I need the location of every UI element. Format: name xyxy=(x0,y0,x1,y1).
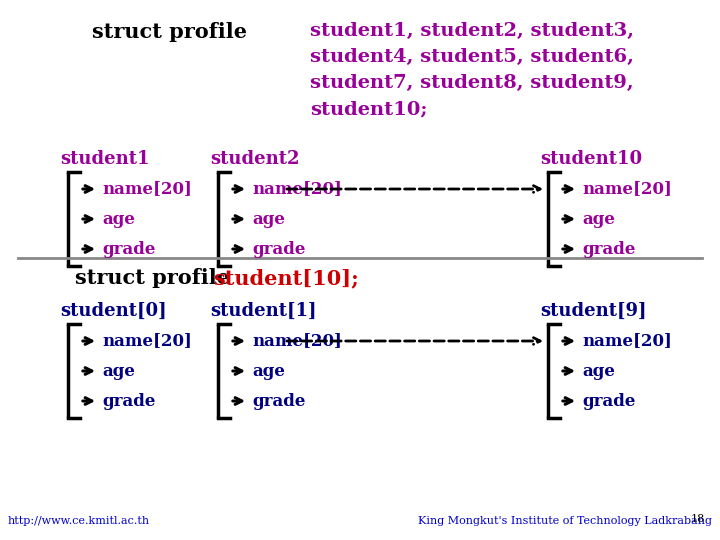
Text: name[20]: name[20] xyxy=(102,180,192,198)
Text: student7, student8, student9,: student7, student8, student9, xyxy=(310,74,634,92)
Text: struct profile: struct profile xyxy=(75,268,238,288)
Text: student[0]: student[0] xyxy=(60,302,166,320)
Text: grade: grade xyxy=(582,240,635,258)
Text: age: age xyxy=(252,211,285,227)
Text: name[20]: name[20] xyxy=(252,180,342,198)
Text: student[9]: student[9] xyxy=(540,302,647,320)
Text: name[20]: name[20] xyxy=(102,333,192,349)
Text: grade: grade xyxy=(252,393,305,409)
Text: 18: 18 xyxy=(690,514,705,524)
Text: age: age xyxy=(102,211,135,227)
Text: age: age xyxy=(102,362,135,380)
Text: name[20]: name[20] xyxy=(582,180,672,198)
Text: student[1]: student[1] xyxy=(210,302,317,320)
Text: age: age xyxy=(582,362,615,380)
Text: name[20]: name[20] xyxy=(252,333,342,349)
Text: name[20]: name[20] xyxy=(582,333,672,349)
Text: http://www.ce.kmitl.ac.th: http://www.ce.kmitl.ac.th xyxy=(8,516,150,526)
Text: grade: grade xyxy=(582,393,635,409)
Text: student10: student10 xyxy=(540,150,642,168)
Text: student1, student2, student3,: student1, student2, student3, xyxy=(310,22,634,40)
Text: student4, student5, student6,: student4, student5, student6, xyxy=(310,48,634,66)
Text: grade: grade xyxy=(102,393,156,409)
Text: grade: grade xyxy=(252,240,305,258)
Text: age: age xyxy=(582,211,615,227)
Text: student[10];: student[10]; xyxy=(213,268,359,288)
Text: age: age xyxy=(252,362,285,380)
Text: King Mongkut's Institute of Technology Ladkrabang: King Mongkut's Institute of Technology L… xyxy=(418,516,712,526)
Text: student2: student2 xyxy=(210,150,300,168)
Text: student1: student1 xyxy=(60,150,150,168)
Text: grade: grade xyxy=(102,240,156,258)
Text: student10;: student10; xyxy=(310,100,428,118)
Text: struct profile: struct profile xyxy=(92,22,248,42)
